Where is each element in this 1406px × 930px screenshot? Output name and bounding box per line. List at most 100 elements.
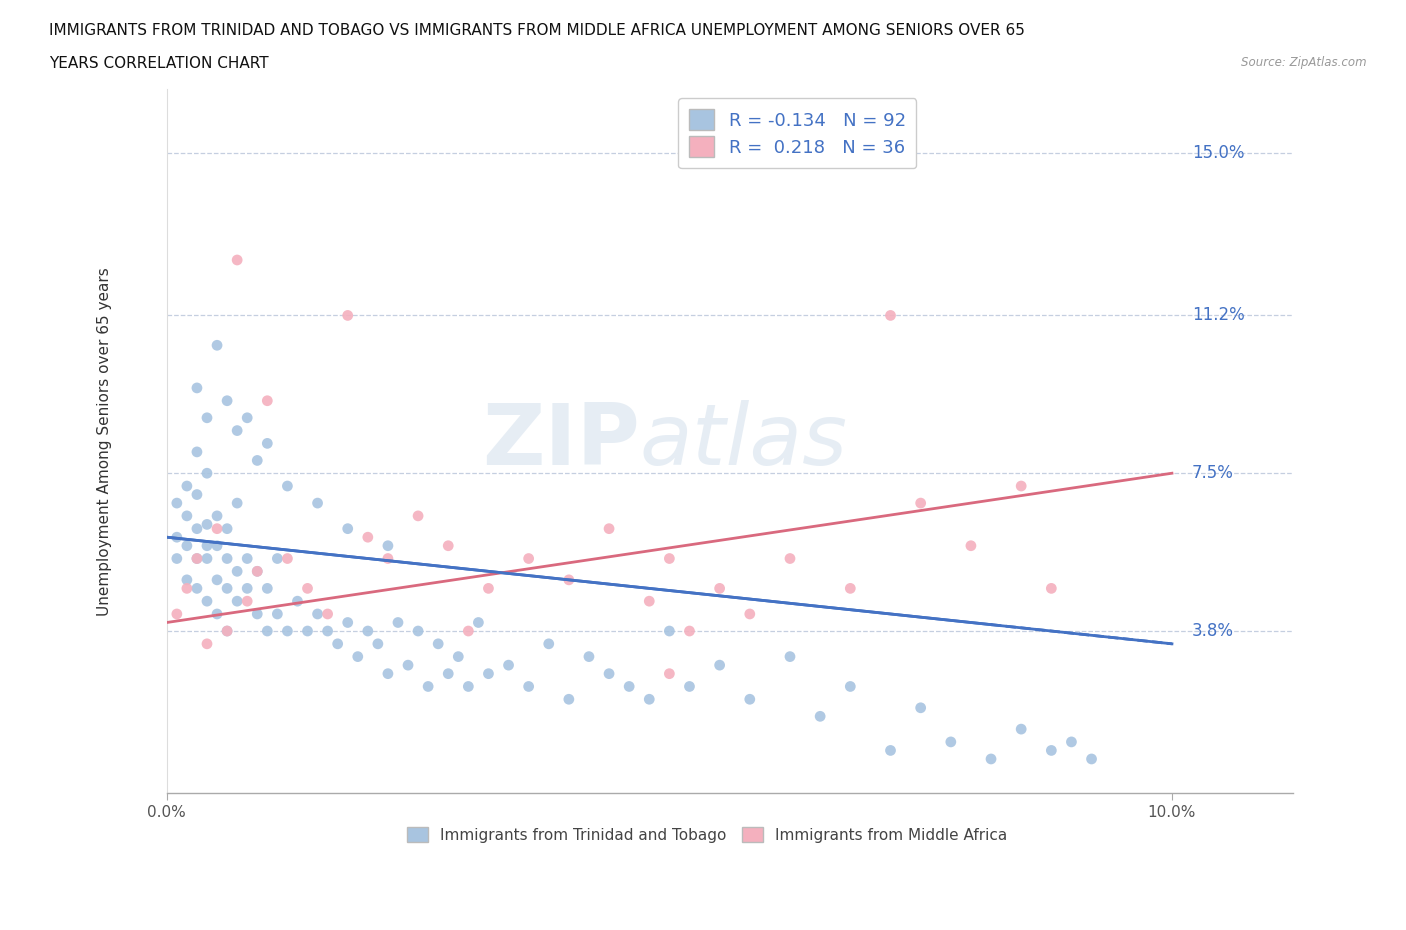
Point [336,615,359,630]
Point [709,658,731,672]
Point [879,743,901,758]
Point [205,606,228,621]
Point [186,487,208,502]
Point [195,538,218,553]
Point [276,551,298,566]
Text: atlas: atlas [640,400,848,483]
Point [256,581,278,596]
Point [307,496,329,511]
Point [367,636,389,651]
Point [598,521,620,536]
Point [226,253,249,268]
Point [236,593,259,608]
Point [517,679,540,694]
Point [678,624,700,639]
Point [166,606,188,621]
Point [1010,479,1032,494]
Point [738,692,761,707]
Point [226,496,249,511]
Point [186,521,208,536]
Text: YEARS CORRELATION CHART: YEARS CORRELATION CHART [49,56,269,71]
Point [195,636,218,651]
Point [477,581,499,596]
Point [939,735,962,750]
Point [558,692,581,707]
Point [186,551,208,566]
Text: 3.8%: 3.8% [1192,622,1234,640]
Text: Unemployment Among Seniors over 65 years: Unemployment Among Seniors over 65 years [97,267,112,616]
Point [205,338,228,352]
Point [678,679,700,694]
Point [217,393,239,408]
Point [186,581,208,596]
Point [316,606,339,621]
Point [779,551,801,566]
Point [638,692,661,707]
Point [910,700,932,715]
Point [217,551,239,566]
Point [346,649,368,664]
Point [246,606,269,621]
Text: ZIP: ZIP [482,400,640,483]
Point [578,649,600,664]
Point [406,624,429,639]
Point [316,624,339,639]
Point [176,538,198,553]
Point [176,509,198,524]
Point [457,624,479,639]
Point [266,551,288,566]
Point [287,593,309,608]
Point [236,410,259,425]
Point [457,679,479,694]
Point [377,538,399,553]
Point [217,581,239,596]
Point [377,551,399,566]
Point [808,709,831,724]
Point [246,564,269,578]
Point [205,521,228,536]
Point [336,521,359,536]
Point [1010,722,1032,737]
Point [217,521,239,536]
Text: 7.5%: 7.5% [1192,464,1234,483]
Point [166,530,188,545]
Point [166,496,188,511]
Point [195,517,218,532]
Point [427,636,450,651]
Point [176,581,198,596]
Point [387,615,409,630]
Point [195,551,218,566]
Point [467,615,489,630]
Text: IMMIGRANTS FROM TRINIDAD AND TOBAGO VS IMMIGRANTS FROM MIDDLE AFRICA UNEMPLOYMEN: IMMIGRANTS FROM TRINIDAD AND TOBAGO VS I… [49,23,1025,38]
Point [960,538,983,553]
Point [276,624,298,639]
Point [537,636,560,651]
Point [1040,581,1063,596]
Point [236,581,259,596]
Point [195,410,218,425]
Point [226,423,249,438]
Point [910,496,932,511]
Text: 15.0%: 15.0% [1192,144,1244,163]
Point [266,606,288,621]
Point [176,479,198,494]
Text: 11.2%: 11.2% [1192,306,1244,325]
Point [186,551,208,566]
Point [186,380,208,395]
Point [166,551,188,566]
Point [276,479,298,494]
Text: Source: ZipAtlas.com: Source: ZipAtlas.com [1241,56,1367,69]
Point [1040,743,1063,758]
Point [839,679,862,694]
Point [437,538,460,553]
Point [205,572,228,587]
Point [709,581,731,596]
Point [205,509,228,524]
Point [357,530,380,545]
Point [1060,735,1083,750]
Point [217,624,239,639]
Point [357,624,380,639]
Point [598,666,620,681]
Point [447,649,470,664]
Point [205,538,228,553]
